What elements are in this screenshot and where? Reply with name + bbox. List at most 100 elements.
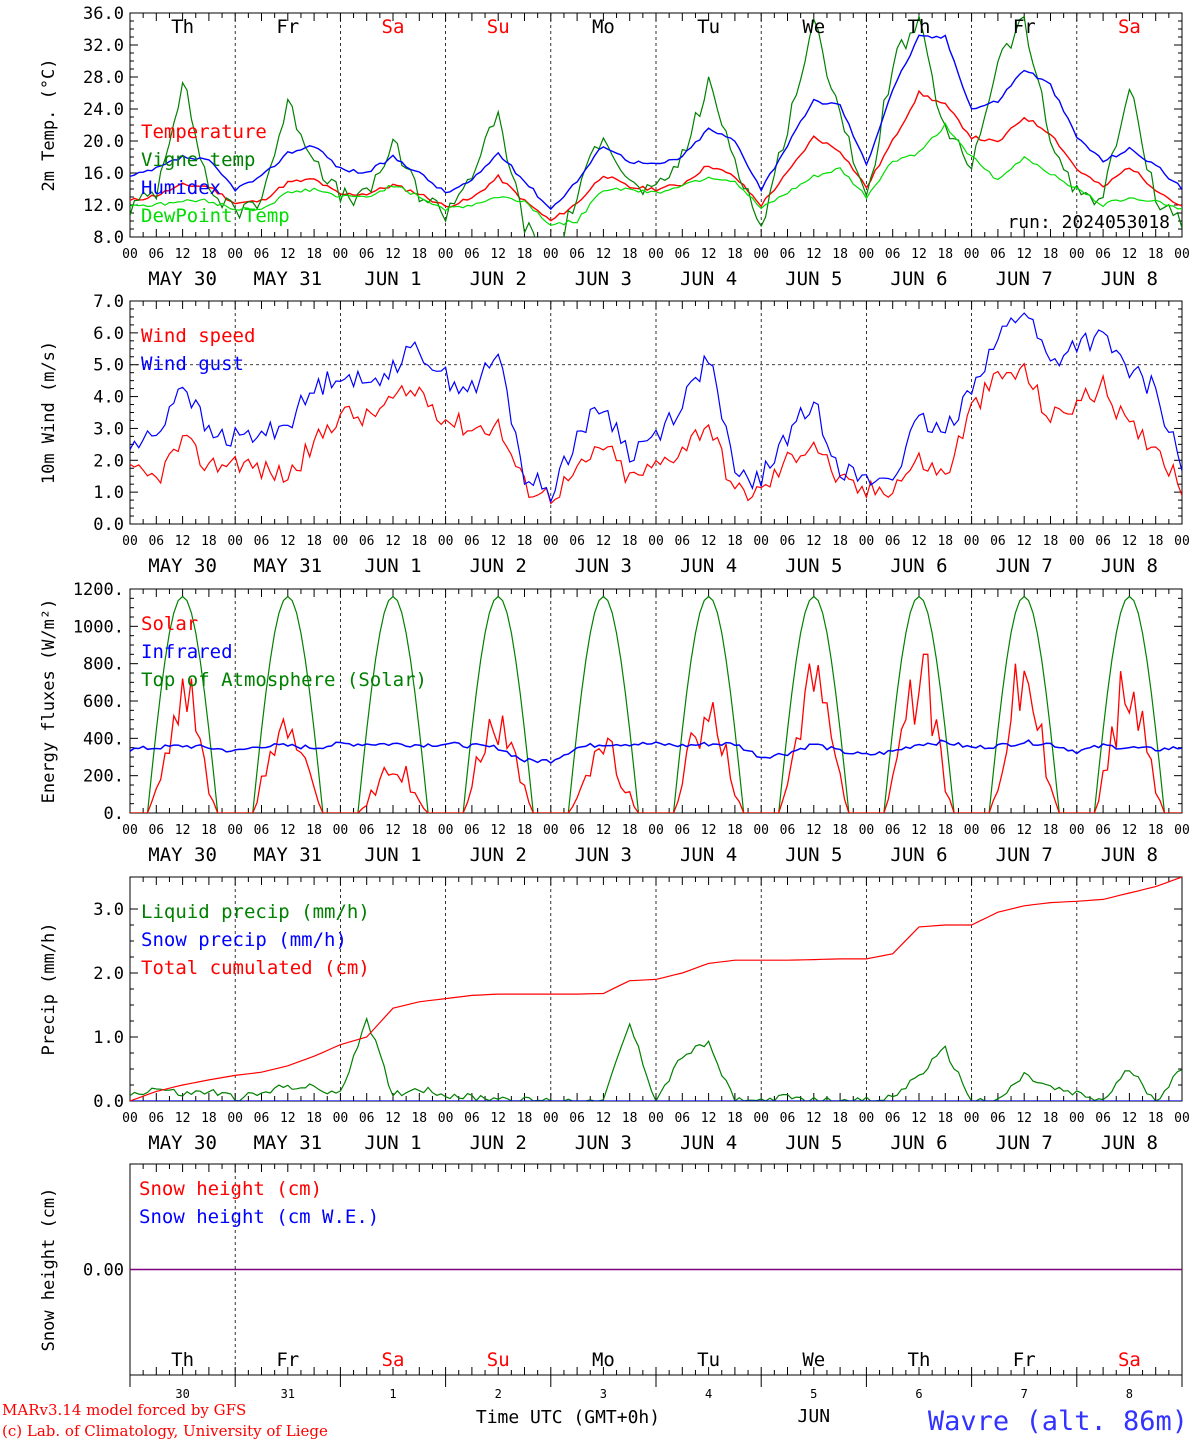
weekday-label: Su [487, 1349, 510, 1371]
hour-tick-label: 18 [1148, 247, 1164, 262]
date-label: JUN 2 [470, 268, 527, 290]
legend-entry: Liquid precip (mm/h) [141, 901, 370, 923]
hour-tick-label: 06 [990, 1111, 1006, 1126]
date-label: JUN 5 [785, 844, 842, 866]
y-tick-label: 32.0 [83, 36, 124, 56]
plot-frame [129, 12, 1183, 238]
date-label: MAY 31 [253, 268, 322, 290]
y-tick-label: 36.0 [83, 4, 124, 24]
hour-tick-label: 18 [411, 534, 427, 549]
weekday-label: Fr [1013, 1349, 1036, 1371]
hour-tick-label: 00 [438, 247, 454, 262]
hour-tick-label: 18 [306, 823, 322, 838]
date-label: JUN 6 [890, 555, 947, 577]
hour-tick-label: 06 [990, 534, 1006, 549]
hour-tick-label: 00 [964, 1111, 980, 1126]
hour-tick-label: 12 [911, 534, 927, 549]
hour-tick-label: 12 [490, 534, 506, 549]
hour-tick-label: 00 [1069, 823, 1085, 838]
hour-tick-label: 06 [885, 823, 901, 838]
hour-tick-label: 06 [359, 1111, 375, 1126]
hour-tick-label: 12 [385, 823, 401, 838]
hour-tick-label: 00 [648, 823, 664, 838]
date-label: JUN 8 [1101, 555, 1158, 577]
date-label: JUN 5 [785, 555, 842, 577]
hour-tick-label: 18 [937, 1111, 953, 1126]
y-tick-label: 8.0 [93, 228, 124, 248]
hour-tick-label: 00 [122, 823, 138, 838]
hour-tick-label: 18 [622, 823, 638, 838]
date-label: JUN 6 [890, 844, 947, 866]
y-tick-label: 2.0 [93, 451, 124, 471]
hour-tick-label: 18 [306, 247, 322, 262]
hour-tick-label: 00 [964, 534, 980, 549]
date-label: JUN 6 [890, 1132, 947, 1154]
series-line-1 [130, 89, 1182, 222]
panel-4: 0.0 1.0 2.0 3.0 Precip (mm/h) Liquid precip (… [39, 876, 1190, 1154]
hour-tick-label: 06 [254, 823, 270, 838]
weekday-label: Th [908, 16, 931, 38]
date-label: MAY 30 [148, 844, 217, 866]
weekday-label: We [802, 16, 825, 38]
hour-tick-label: 06 [464, 823, 480, 838]
date-label: JUN 4 [680, 1132, 737, 1154]
hour-tick-label: 00 [1069, 247, 1085, 262]
y-tick-label: 800. [83, 655, 124, 675]
date-label: MAY 30 [148, 555, 217, 577]
legend-entry: Snow precip (mm/h) [141, 929, 347, 951]
hour-tick-label: 00 [227, 247, 243, 262]
legend-entry: Wind speed [141, 325, 255, 347]
y-axis-label: 10m Wind (m/s) [39, 341, 59, 484]
date-label: JUN 2 [470, 1132, 527, 1154]
hour-tick-label: 18 [832, 823, 848, 838]
hour-tick-label: 18 [1148, 534, 1164, 549]
hour-tick-label: 00 [753, 1111, 769, 1126]
y-tick-label: 4.0 [93, 388, 124, 408]
hour-tick-label: 12 [175, 534, 191, 549]
y-axis-label: Snow height (cm) [39, 1188, 59, 1352]
hour-tick-label: 12 [280, 1111, 296, 1126]
hour-tick-label: 18 [1043, 534, 1059, 549]
hour-tick-label: 12 [806, 534, 822, 549]
hour-tick-label: 12 [175, 247, 191, 262]
hour-tick-label: 00 [1174, 534, 1190, 549]
date-label: JUN 8 [1101, 1132, 1158, 1154]
hour-tick-label: 12 [280, 534, 296, 549]
hour-tick-label: 18 [201, 1111, 217, 1126]
hour-tick-label: 00 [1174, 1111, 1190, 1126]
hour-tick-label: 12 [701, 247, 717, 262]
series-lines [130, 877, 1182, 1101]
y-tick-label: 3.0 [93, 900, 124, 920]
hour-tick-label: 12 [1016, 247, 1032, 262]
hour-tick-label: 06 [254, 534, 270, 549]
weekday-label: Fr [276, 1349, 299, 1371]
weekday-label: Sa [1118, 16, 1141, 38]
hour-tick-label: 06 [885, 1111, 901, 1126]
hour-tick-label: 06 [780, 823, 796, 838]
month-label: JUN [798, 1406, 831, 1427]
weekday-label: Su [487, 16, 510, 38]
weekday-label: Sa [382, 16, 405, 38]
y-tick-label: 2.0 [93, 964, 124, 984]
hour-tick-label: 12 [1122, 247, 1138, 262]
hour-tick-label: 12 [385, 247, 401, 262]
weekday-label: Sa [1118, 1349, 1141, 1371]
hour-tick-label: 12 [701, 1111, 717, 1126]
date-label: JUN 2 [470, 844, 527, 866]
y-tick-label: 0.0 [93, 515, 124, 535]
run-label: run: 2024053018 [1007, 212, 1170, 233]
date-label: JUN 3 [575, 268, 632, 290]
hour-tick-label: 18 [517, 823, 533, 838]
credit-line-2: (c) Lab. of Climatology, University of L… [2, 1422, 328, 1440]
date-label: MAY 31 [253, 844, 322, 866]
legend-entry: Humidex [141, 177, 221, 199]
hour-tick-label: 00 [227, 1111, 243, 1126]
date-label: JUN 1 [364, 268, 421, 290]
hour-tick-label: 06 [569, 534, 585, 549]
hour-tick-label: 18 [832, 534, 848, 549]
hour-tick-label: 12 [806, 1111, 822, 1126]
hour-tick-label: 06 [990, 823, 1006, 838]
hour-tick-label: 06 [990, 247, 1006, 262]
credit-line-1: MARv3.14 model forced by GFS [2, 1401, 246, 1419]
